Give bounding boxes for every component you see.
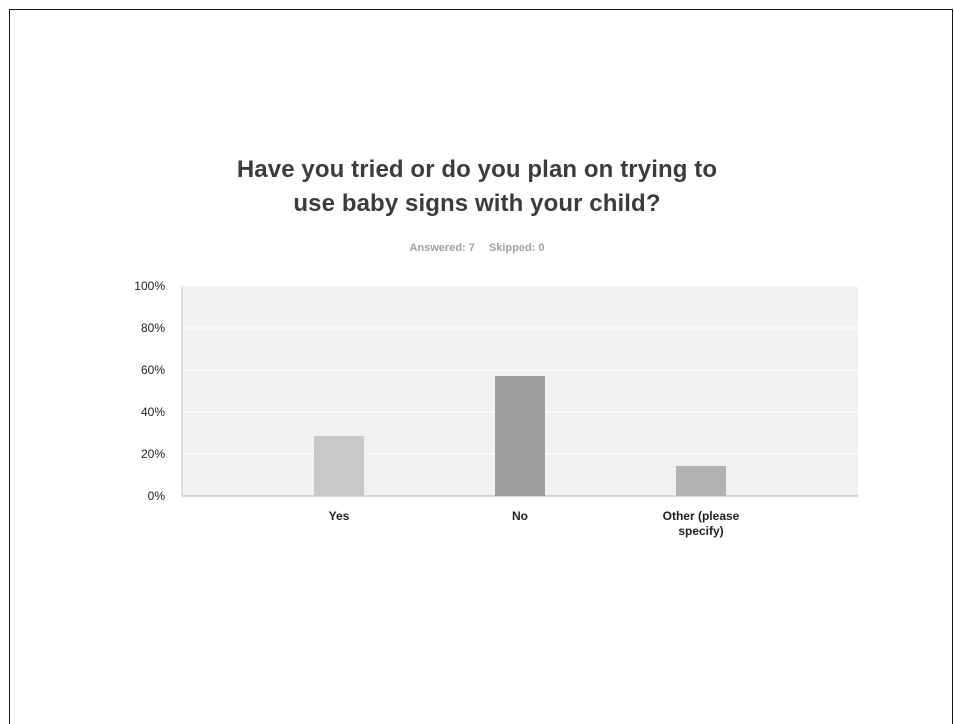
y-tick-label-20: 20%	[141, 447, 165, 461]
y-tick-label-40: 40%	[141, 405, 165, 419]
slide-frame	[9, 9, 953, 724]
x-category-label-other-please-specify-line-2: specify)	[678, 524, 723, 538]
y-tick-label-100: 100%	[134, 279, 165, 293]
bar-no	[495, 376, 545, 496]
response-stats: Answered: 7 Skipped: 0	[0, 242, 954, 254]
chart-title-line-2: use baby signs with your child?	[293, 190, 661, 217]
y-tick-label-60: 60%	[141, 363, 165, 377]
x-category-label-other-please-specify-line-1: Other (please	[663, 509, 740, 523]
x-category-label-yes: Yes	[329, 509, 350, 523]
bar-other-please-specify	[676, 465, 726, 496]
skipped-count: Skipped: 0	[488, 242, 545, 254]
chart-title-line-1: Have you tried or do you plan on trying …	[236, 156, 718, 183]
y-tick-label-80: 80%	[141, 321, 165, 335]
answered-count: Answered: 7	[409, 242, 475, 254]
x-category-label-no: No	[512, 509, 528, 523]
chart-title: Have you tried or do you plan on trying …	[0, 153, 954, 221]
bar-yes	[314, 436, 364, 496]
y-tick-label-0: 0%	[148, 489, 166, 503]
